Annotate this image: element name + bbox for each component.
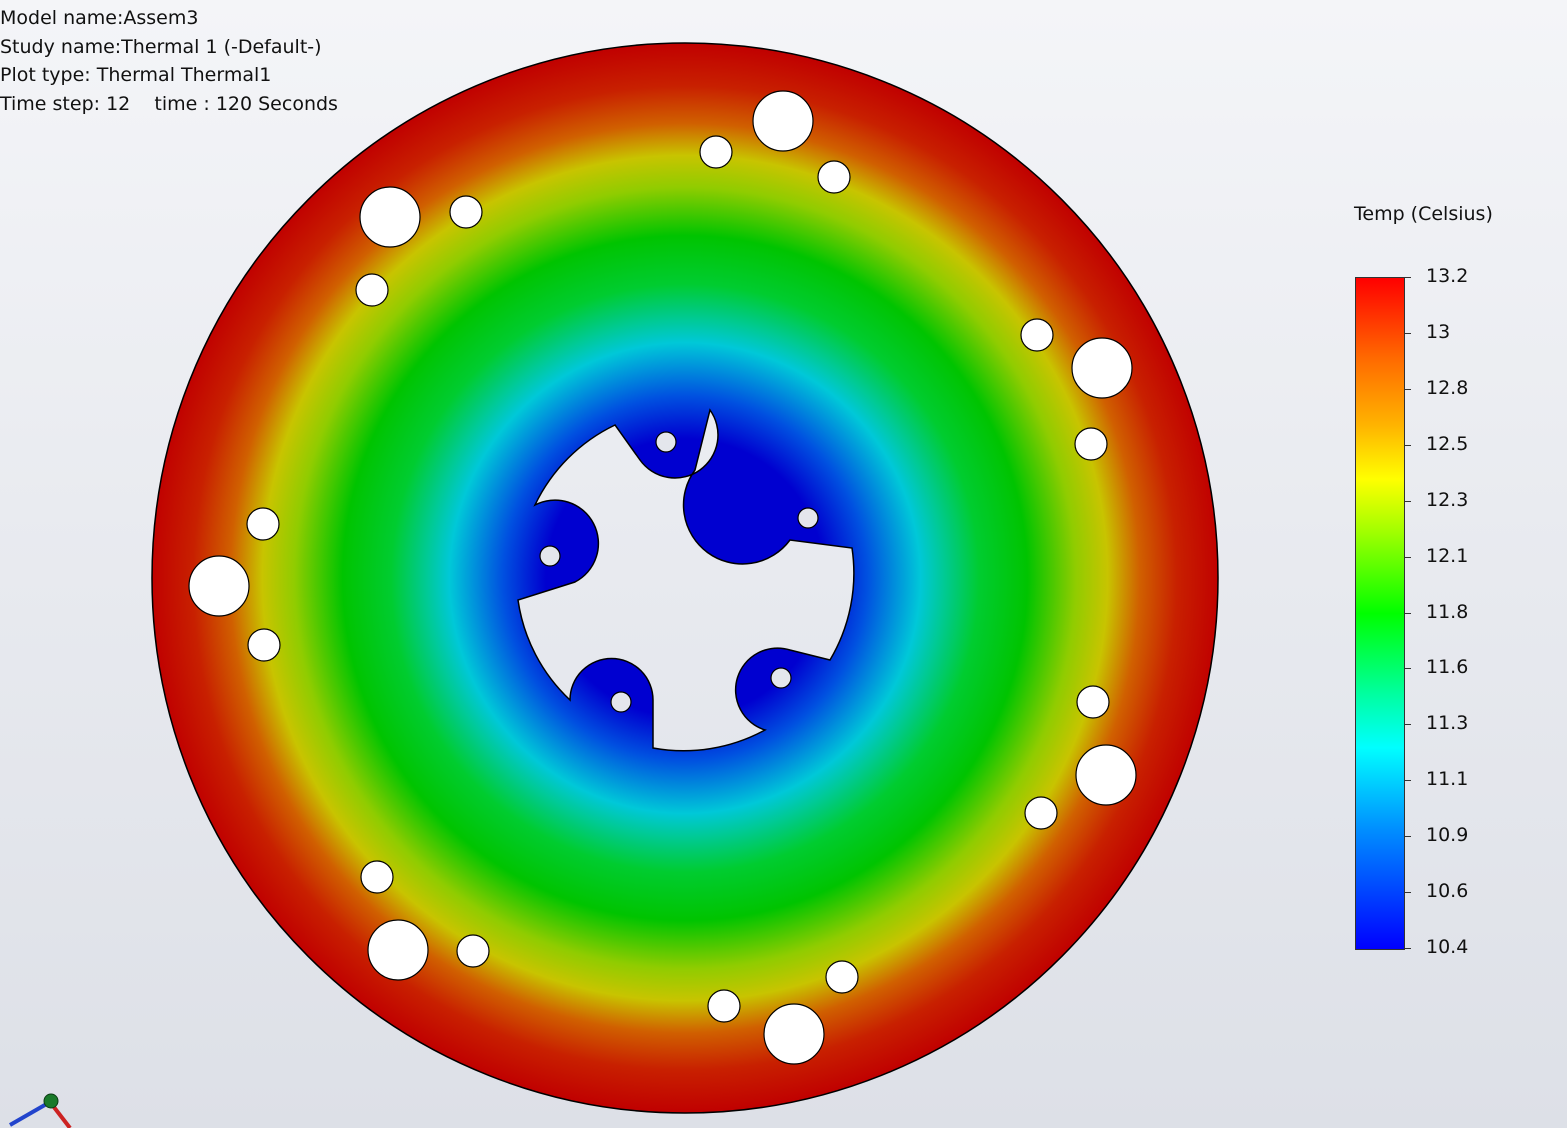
bolt-hole bbox=[539, 545, 561, 567]
legend-tick-mark bbox=[1405, 892, 1411, 893]
mount-hole bbox=[355, 273, 389, 307]
legend-tick-mark bbox=[1405, 780, 1411, 781]
legend-tick-mark bbox=[1405, 277, 1411, 278]
model-name-label: Model name:Assem3 bbox=[0, 7, 199, 29]
bolt-hole bbox=[655, 431, 677, 453]
legend-tick-label: 12.8 bbox=[1426, 377, 1469, 399]
time-step-label: Time step: 12 time : 120 Seconds bbox=[0, 92, 338, 115]
legend-tick-mark bbox=[1405, 557, 1411, 558]
mount-hole bbox=[449, 195, 483, 229]
mount-hole bbox=[752, 90, 814, 152]
inner-bolt-holes bbox=[539, 431, 819, 713]
mount-hole bbox=[1020, 318, 1054, 352]
legend-tick-mark bbox=[1405, 613, 1411, 614]
legend-tick-label: 13 bbox=[1426, 321, 1451, 343]
mount-hole bbox=[763, 1003, 825, 1065]
legend-tick-label: 12.1 bbox=[1426, 545, 1469, 567]
mount-hole bbox=[246, 507, 280, 541]
legend-tick-mark bbox=[1405, 501, 1411, 502]
mount-hole bbox=[1075, 744, 1137, 806]
legend-tick-label: 12.5 bbox=[1426, 433, 1469, 455]
mount-hole bbox=[707, 989, 741, 1023]
mount-hole bbox=[1071, 337, 1133, 399]
mount-hole bbox=[188, 555, 250, 617]
legend-tick-label: 11.6 bbox=[1426, 656, 1469, 678]
legend-tick-label: 12.3 bbox=[1426, 489, 1469, 511]
legend-color-bar bbox=[1355, 277, 1405, 950]
outer-holes bbox=[188, 90, 1137, 1065]
legend-tick-label: 11.3 bbox=[1426, 712, 1469, 734]
mount-hole bbox=[360, 860, 394, 894]
legend-tick-mark bbox=[1405, 389, 1411, 390]
mount-hole bbox=[1076, 685, 1110, 719]
bolt-hole bbox=[770, 667, 792, 689]
legend-tick-mark bbox=[1405, 948, 1411, 949]
legend-tick-mark bbox=[1405, 333, 1411, 334]
mount-hole bbox=[825, 960, 859, 994]
mount-hole bbox=[367, 919, 429, 981]
disc-body[interactable] bbox=[151, 42, 1219, 1114]
plot-type-label: Plot type: Thermal Thermal1 bbox=[0, 64, 272, 86]
legend-tick-mark bbox=[1405, 445, 1411, 446]
mount-hole bbox=[1024, 796, 1058, 830]
coordinate-triad-icon[interactable] bbox=[9, 1093, 72, 1128]
legend-tick-label: 10.9 bbox=[1426, 824, 1469, 846]
bolt-hole bbox=[610, 691, 632, 713]
legend-tick-label: 13.2 bbox=[1426, 265, 1469, 287]
legend-tick-mark bbox=[1405, 668, 1411, 669]
mount-hole bbox=[699, 135, 733, 169]
legend-tick-mark bbox=[1405, 836, 1411, 837]
mount-hole bbox=[1074, 427, 1108, 461]
legend-tick-label: 11.1 bbox=[1426, 768, 1469, 790]
mount-hole bbox=[247, 628, 281, 662]
mount-hole bbox=[817, 160, 851, 194]
legend-tick-label: 10.6 bbox=[1426, 880, 1469, 902]
thermal-disc[interactable] bbox=[151, 42, 1219, 1114]
bolt-hole bbox=[797, 507, 819, 529]
legend-tick-mark bbox=[1405, 724, 1411, 725]
legend-tick-label: 10.4 bbox=[1426, 936, 1469, 958]
mount-hole bbox=[456, 934, 490, 968]
study-name-label: Study name:Thermal 1 (-Default-) bbox=[0, 35, 322, 58]
legend-tick-label: 11.8 bbox=[1426, 601, 1469, 623]
plot-info-block: Model name:Assem3 Study name:Thermal 1 (… bbox=[0, 4, 338, 118]
mount-hole bbox=[359, 186, 421, 248]
legend-title: Temp (Celsius) bbox=[1354, 203, 1493, 225]
